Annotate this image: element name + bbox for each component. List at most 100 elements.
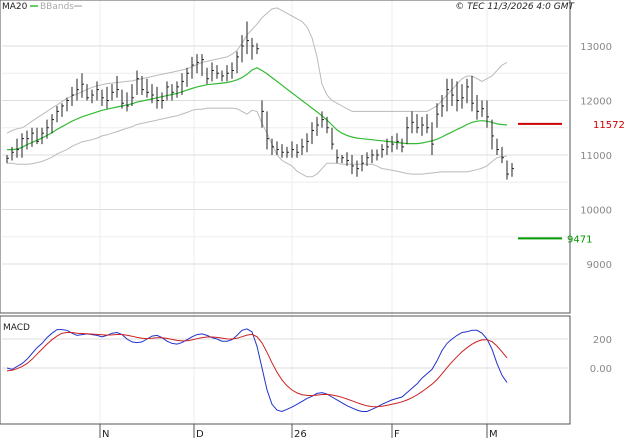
price-bar — [151, 84, 154, 104]
price-bar — [201, 54, 204, 76]
price-bar — [416, 114, 419, 134]
price-bar — [246, 21, 249, 55]
price-y-tick-label: 12000 — [580, 97, 612, 108]
price-bar — [51, 114, 54, 134]
price-bar — [266, 111, 269, 150]
price-bar — [421, 116, 424, 136]
price-bar — [181, 73, 184, 96]
price-bar — [511, 163, 514, 177]
price-bar — [156, 86, 159, 109]
price-bar — [141, 75, 144, 96]
price-bar — [71, 86, 74, 106]
price-bar — [281, 144, 284, 158]
price-bar — [226, 65, 229, 82]
price-bar — [161, 92, 164, 109]
price-bar — [286, 146, 289, 158]
price-bar — [191, 56, 194, 79]
price-bar — [426, 114, 429, 134]
price-bar — [186, 67, 189, 87]
price-bar — [196, 54, 199, 74]
price-bar — [311, 122, 314, 145]
price-bar — [206, 67, 209, 85]
price-bar — [271, 138, 274, 155]
price-bar — [131, 84, 134, 106]
price-bar — [471, 75, 474, 112]
price-bar — [501, 146, 504, 164]
price-bar — [321, 111, 324, 128]
price-bar — [96, 81, 99, 101]
price-bar — [211, 62, 214, 82]
price-bar — [166, 81, 169, 101]
price-bar — [316, 116, 319, 136]
price-bar — [176, 81, 179, 98]
price-bar — [86, 84, 89, 101]
price-bar — [241, 35, 244, 63]
price-bar — [61, 103, 64, 117]
price-bar — [126, 92, 129, 112]
price-bar — [386, 138, 389, 155]
price-bar — [441, 95, 444, 117]
price-bar — [276, 141, 279, 155]
x-tick-label: 26 — [294, 429, 307, 440]
price-bar — [106, 86, 109, 109]
price-bar — [76, 78, 79, 101]
ma20-line — [7, 67, 508, 151]
price-bar — [371, 149, 374, 164]
price-bar — [481, 100, 484, 117]
price-bar — [431, 122, 434, 155]
price-bar — [291, 141, 294, 158]
price-bar — [6, 155, 9, 164]
macd-line — [6, 328, 508, 413]
price-bar — [406, 116, 409, 145]
price-bar — [466, 78, 469, 104]
price-bar — [231, 62, 234, 79]
price-bar — [376, 149, 379, 161]
price-bar — [171, 84, 174, 101]
price-bar — [461, 84, 464, 109]
price-y-tick-label: 11000 — [580, 151, 612, 162]
price-panel-frame — [0, 0, 571, 314]
price-bar — [26, 130, 29, 150]
price-bar — [361, 155, 364, 172]
price-bar — [436, 103, 439, 128]
price-y-tick-label: 10000 — [580, 206, 612, 217]
bbands-legend-label: BBands — [40, 2, 74, 12]
price-bar — [81, 73, 84, 98]
x-tick-label: M — [489, 429, 498, 440]
price-bar — [346, 152, 349, 166]
price-bar — [146, 78, 149, 98]
price-bar — [446, 78, 449, 112]
price-bar — [366, 152, 369, 166]
signal-line — [6, 332, 508, 408]
price-bar — [401, 138, 404, 153]
resistance-level-label: 11572 — [593, 120, 625, 131]
price-bar — [136, 70, 139, 96]
price-bar — [111, 84, 114, 101]
price-bar — [496, 138, 499, 155]
price-bar — [121, 89, 124, 109]
copyright-label: © TEC 11/3/2026 4:0 GMT — [455, 2, 575, 12]
price-bar — [351, 155, 354, 175]
price-y-tick-label: 13000 — [580, 42, 612, 53]
macd-y-tick-label: 0.00 — [590, 364, 612, 375]
price-bar — [306, 133, 309, 153]
price-bar — [46, 119, 49, 139]
price-bar — [221, 70, 224, 82]
price-bar — [396, 133, 399, 150]
x-tick-label: D — [196, 429, 204, 440]
ma-legend-label: MA20 — [2, 2, 28, 12]
x-tick-label: N — [102, 429, 109, 440]
price-bar — [326, 116, 329, 134]
price-bar — [261, 100, 264, 128]
price-bar — [391, 135, 394, 153]
price-bar — [356, 160, 359, 177]
price-bar — [101, 89, 104, 106]
price-bar — [486, 100, 489, 128]
price-bar — [36, 127, 39, 145]
price-bar — [256, 43, 259, 55]
macd-y-tick-label: 200 — [593, 335, 612, 346]
price-bar — [451, 78, 454, 106]
price-bar — [91, 89, 94, 104]
